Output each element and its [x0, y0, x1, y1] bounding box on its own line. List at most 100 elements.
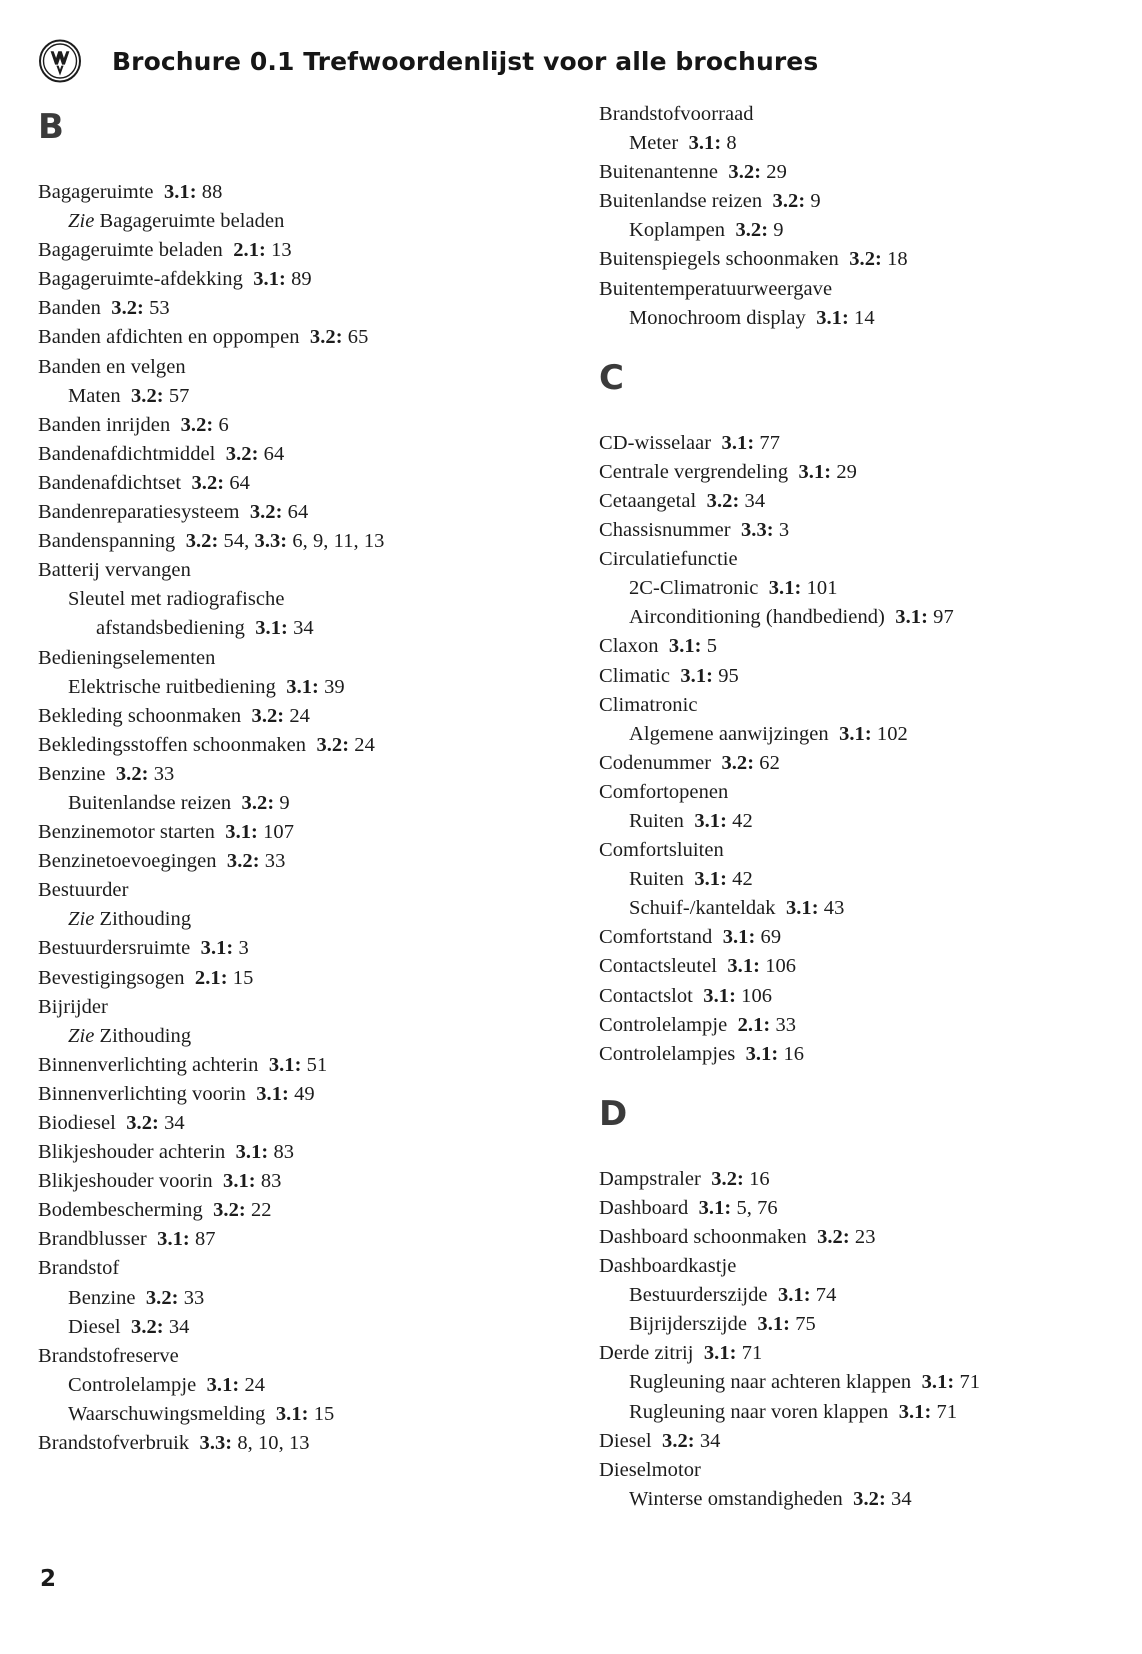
entry-page-numbers: 34 [699, 1429, 721, 1452]
entry-term: Dashboard schoonmaken [599, 1226, 807, 1248]
entry-brochure-ref: 3.1: [921, 1371, 955, 1394]
entry-brochure-ref: 3.2: [251, 704, 285, 727]
index-entry: Derde zitrij 3.1: 71 [599, 1339, 1104, 1368]
entry-term: Bandenafdichtset [38, 471, 182, 494]
entry-term: Bevestigingsogen [38, 966, 185, 989]
entry-page-numbers: 33 [264, 850, 286, 873]
page-header: Brochure 0.1 Trefwoordenlijst voor alle … [38, 36, 1098, 86]
entry-term: Controlelampjes [599, 1042, 736, 1065]
index-entry: Buitenlandse reizen 3.2: 9 [599, 187, 1104, 216]
entry-page-numbers: 34 [168, 1315, 190, 1338]
index-entry: Climatronic [599, 691, 1104, 720]
entry-page-numbers: 24 [289, 704, 310, 727]
page-number: 2 [40, 1566, 57, 1592]
entry-brochure-ref: 3.1: [157, 1228, 190, 1251]
entry-brochure-ref: 3.1: [727, 955, 760, 978]
entry-term: Dampstraler [599, 1167, 701, 1190]
entry-brochure-ref: 3.2: [662, 1429, 695, 1452]
entry-brochure-ref: 3.3: [199, 1432, 233, 1455]
entry-brochure-ref: 3.1: [253, 268, 286, 291]
index-entry: Maten 3.2: 57 [38, 382, 543, 411]
entry-page-numbers: 71 [741, 1342, 763, 1365]
entry-term: Benzinetoevoegingen [38, 850, 217, 873]
index-entry: Contactslot 3.1: 106 [599, 982, 1104, 1011]
entry-page-numbers: 101 [806, 577, 838, 600]
entry-page-numbers: 64 [263, 442, 285, 465]
entry-page-numbers: 49 [294, 1082, 315, 1105]
index-entry: Bagageruimte beladen 2.1: 13 [38, 236, 543, 265]
entry-page-numbers: 15 [232, 966, 254, 989]
entry-term: Bestuurdersruimte [38, 937, 191, 960]
entry-page-numbers: 69 [760, 926, 782, 949]
entry-page-numbers: 34 [744, 489, 766, 512]
entry-page-numbers: 71 [959, 1371, 981, 1394]
entry-term: Benzinemotor starten [38, 821, 215, 844]
entry-term: Codenummer [599, 751, 712, 774]
entry-page-numbers: 74 [815, 1284, 837, 1307]
entry-term: Bekleding schoonmaken [38, 704, 242, 727]
entry-page-numbers: 14 [854, 306, 875, 329]
entry-brochure-ref: 3.1: [223, 1170, 256, 1193]
index-entry: Ruiten 3.1: 42 [599, 865, 1104, 894]
index-entry: Chassisnummer 3.3: 3 [599, 516, 1104, 545]
entry-brochure-ref: 3.1: [275, 1402, 309, 1425]
index-entry: Comfortsluiten [599, 836, 1104, 865]
entry-brochure-ref: 3.2: [309, 326, 343, 349]
entry-term: Contactsleutel [599, 955, 717, 978]
vw-logo-icon [38, 39, 82, 83]
entry-brochure-ref: 3.1: [777, 1284, 811, 1307]
entry-brochure-ref: 3.3: [740, 519, 774, 542]
entry-brochure-ref: 3.2: [853, 1487, 886, 1510]
entry-term: Banden afdichten en oppompen [38, 326, 300, 349]
index-entry: Buitenlandse reizen 3.2: 9 [38, 789, 543, 818]
entry-brochure-ref: 3.1: [895, 606, 928, 629]
entry-brochure-ref: 3.1: [200, 937, 234, 960]
entry-brochure-ref: 3.1: [768, 577, 802, 600]
index-entry: Bandenafdichtmiddel 3.2: 64 [38, 440, 543, 469]
entry-brochure-ref: 3.2: [180, 413, 214, 436]
entry-term: Binnenverlichting achterin [38, 1053, 259, 1076]
entry-term: Buitenantenne [599, 161, 719, 184]
index-entry: Benzinetoevoegingen 3.2: 33 [38, 847, 543, 876]
entry-page-numbers: 8, 10, 13 [237, 1432, 310, 1455]
index-entry: Buitenspiegels schoonmaken 3.2: 18 [599, 245, 1104, 274]
entry-term: Biodiesel [38, 1112, 116, 1134]
entry-brochure-ref: 3.1: [694, 809, 727, 832]
index-entry: Buitentemperatuurweergave [599, 275, 1104, 304]
entry-brochure-ref: 3.2: [706, 489, 740, 512]
entry-term: Bandenafdichtmiddel [38, 442, 216, 465]
entry-term: Bekledingsstoffen schoonmaken [38, 733, 307, 756]
index-entry: Comfortopenen [599, 778, 1104, 807]
entry-page-numbers: 43 [823, 897, 845, 920]
index-entry: Claxon 3.1: 5 [599, 632, 1104, 661]
entry-page-numbers: 75 [795, 1313, 816, 1336]
index-entry: Dieselmotor [599, 1456, 1104, 1485]
index-entry: Meter 3.1: 8 [599, 129, 1104, 158]
entry-term: Schuif-/kanteldak [629, 897, 776, 920]
index-entry: Controlelampjes 3.1: 16 [599, 1040, 1104, 1069]
entry-page-numbers: 15 [313, 1402, 335, 1425]
entry-term: Bandenreparatiesysteem [38, 501, 240, 524]
see-label: Zie [68, 210, 95, 233]
entry-term: Controlelampje [599, 1013, 728, 1036]
entry-brochure-ref: 3.1: [745, 1042, 779, 1065]
index-entry: Circulatiefunctie [599, 545, 1104, 574]
entry-term: Comfortstand [599, 926, 713, 949]
index-entry: Algemene aanwijzingen 3.1: 102 [599, 720, 1104, 749]
entry-page-numbers: 6 [218, 413, 229, 436]
index-entry: Brandstof [38, 1254, 543, 1283]
entry-brochure-ref: 3.1: [722, 926, 756, 949]
entry-page-numbers: 64 [287, 501, 309, 524]
index-entry: Batterij vervangen [38, 556, 543, 585]
entry-brochure-ref: 3.2: [711, 1167, 744, 1190]
index-entry: Brandstofreserve [38, 1342, 543, 1371]
index-entry: Schuif-/kanteldak 3.1: 43 [599, 894, 1104, 923]
index-entry: Rugleuning naar voren klappen 3.1: 71 [599, 1398, 1104, 1427]
index-entry: Dashboardkastje [599, 1252, 1104, 1281]
entry-brochure-ref: 3.2: [130, 384, 164, 407]
index-entry: Bagageruimte 3.1: 88 [38, 178, 543, 207]
index-entry: Banden en velgen [38, 353, 543, 382]
entry-page-numbers: 16 [783, 1042, 805, 1065]
entry-term: Centrale vergrendeling [599, 460, 789, 483]
entry-page-numbers: 29 [836, 460, 857, 483]
